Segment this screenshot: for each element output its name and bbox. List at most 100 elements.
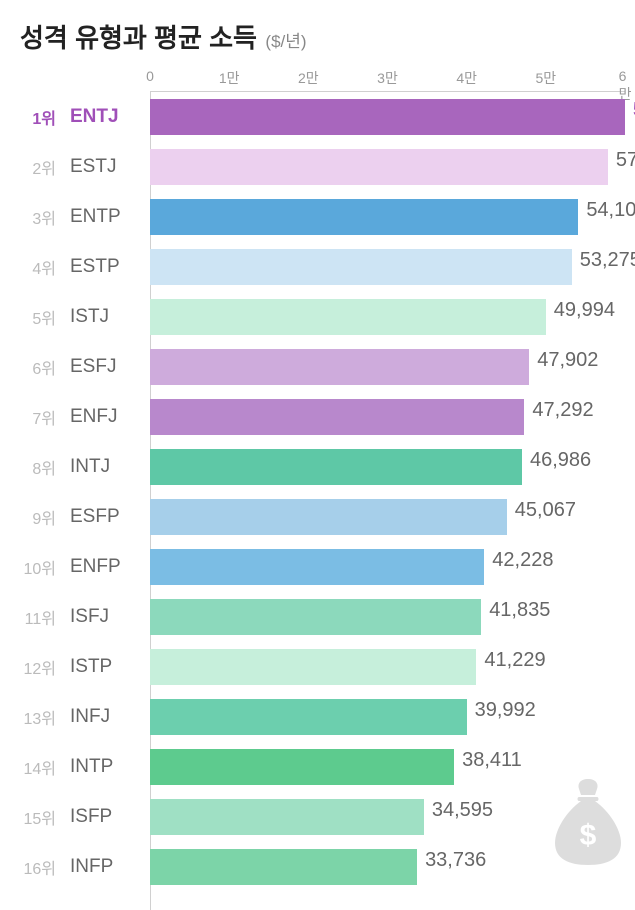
bar: 59,993 [150, 99, 625, 135]
value-label: 54,103 [586, 199, 635, 222]
value-label: 45,067 [515, 499, 576, 522]
bar: 46,986 [150, 449, 522, 485]
bar: 47,902 [150, 349, 529, 385]
bar: 57,831 [150, 149, 608, 185]
chart-row: 14위INTP38,411 [0, 742, 635, 792]
chart-row: 4위ESTP53,275 [0, 242, 635, 292]
rank-label: 13위 [0, 705, 62, 729]
rank-label: 16위 [0, 855, 62, 879]
rank-label: 15위 [0, 805, 62, 829]
rank-label: 14위 [0, 755, 62, 779]
chart-row: 10위ENFP42,228 [0, 542, 635, 592]
type-label: ISTP [62, 656, 150, 678]
axis-tick: 4만 [456, 68, 477, 88]
bar-area: 42,228 [150, 542, 625, 592]
bar: 49,994 [150, 299, 546, 335]
bar-area: 47,292 [150, 392, 625, 442]
type-label: ENFJ [62, 406, 150, 428]
bar: 45,067 [150, 499, 507, 535]
bar-area: 41,229 [150, 642, 625, 692]
value-label: 47,292 [532, 399, 593, 422]
rank-label: 4위 [0, 255, 62, 279]
bar-area: 45,067 [150, 492, 625, 542]
rank-label: 10위 [0, 555, 62, 579]
value-label: 34,595 [432, 799, 493, 822]
money-bag-icon: $ [549, 777, 627, 872]
type-label: ISTJ [62, 306, 150, 328]
bar: 47,292 [150, 399, 524, 435]
type-label: ESTJ [62, 156, 150, 178]
value-label: 47,902 [537, 349, 598, 372]
chart-row: 15위ISFP34,595 [0, 792, 635, 842]
bar: 42,228 [150, 549, 484, 585]
value-label: 39,992 [475, 699, 536, 722]
chart-row: 7위ENFJ47,292 [0, 392, 635, 442]
value-label: 57,831 [616, 149, 635, 172]
chart-row: 6위ESFJ47,902 [0, 342, 635, 392]
value-label: 33,736 [425, 849, 486, 872]
value-label: 53,275 [580, 249, 635, 272]
bar: 39,992 [150, 699, 467, 735]
value-label: 41,229 [484, 649, 545, 672]
bar: 41,229 [150, 649, 476, 685]
type-label: ISFP [62, 806, 150, 828]
type-label: INFJ [62, 706, 150, 728]
type-label: INFP [62, 856, 150, 878]
bar-area: 57,831 [150, 142, 625, 192]
type-label: INTP [62, 756, 150, 778]
type-label: ENTJ [62, 106, 150, 128]
rank-label: 5위 [0, 305, 62, 329]
bar: 54,103 [150, 199, 578, 235]
type-label: ENFP [62, 556, 150, 578]
axis-tick: 2만 [298, 68, 319, 88]
rank-label: 6위 [0, 355, 62, 379]
type-label: ISFJ [62, 606, 150, 628]
chart-title-area: 성격 유형과 평균 소득 ($/년) [0, 0, 635, 55]
axis-tick: 1만 [219, 68, 240, 88]
x-axis: 01만2만3만4만5만6만 [150, 62, 625, 92]
value-label: 42,228 [492, 549, 553, 572]
type-label: ESFJ [62, 356, 150, 378]
chart-row: 8위INTJ46,986 [0, 442, 635, 492]
rank-label: 12위 [0, 655, 62, 679]
rank-label: 9위 [0, 505, 62, 529]
chart-row: 1위ENTJ59,993 [0, 92, 635, 142]
rank-label: 8위 [0, 455, 62, 479]
chart-rows: 1위ENTJ59,9932위ESTJ57,8313위ENTP54,1034위ES… [0, 92, 635, 892]
axis-tick: 3만 [377, 68, 398, 88]
chart-title: 성격 유형과 평균 소득 [20, 23, 257, 53]
rank-label: 3위 [0, 205, 62, 229]
bar-area: 47,902 [150, 342, 625, 392]
bar-area: 46,986 [150, 442, 625, 492]
rank-label: 2위 [0, 155, 62, 179]
bar: 34,595 [150, 799, 424, 835]
rank-label: 7위 [0, 405, 62, 429]
bar: 53,275 [150, 249, 572, 285]
chart-row: 12위ISTP41,229 [0, 642, 635, 692]
type-label: ENTP [62, 206, 150, 228]
bar-area: 59,993 [150, 92, 625, 142]
chart-row: 13위INFJ39,992 [0, 692, 635, 742]
value-label: 38,411 [462, 749, 522, 772]
rank-label: 1위 [0, 105, 62, 129]
chart: 01만2만3만4만5만6만 1위ENTJ59,9932위ESTJ57,8313위… [0, 62, 635, 910]
chart-row: 16위INFP33,736 [0, 842, 635, 892]
bar-area: 54,103 [150, 192, 625, 242]
chart-row: 9위ESFP45,067 [0, 492, 635, 542]
chart-subtitle: ($/년) [265, 32, 306, 51]
chart-row: 11위ISFJ41,835 [0, 592, 635, 642]
axis-tick: 5만 [535, 68, 556, 88]
type-label: INTJ [62, 456, 150, 478]
bar-area: 53,275 [150, 242, 625, 292]
svg-text:$: $ [580, 819, 597, 852]
bar: 38,411 [150, 749, 454, 785]
chart-row: 5위ISTJ49,994 [0, 292, 635, 342]
axis-tick: 0 [146, 68, 154, 84]
bar: 41,835 [150, 599, 481, 635]
type-label: ESTP [62, 256, 150, 278]
chart-row: 2위ESTJ57,831 [0, 142, 635, 192]
bar-area: 41,835 [150, 592, 625, 642]
type-label: ESFP [62, 506, 150, 528]
bar: 33,736 [150, 849, 417, 885]
bar-area: 49,994 [150, 292, 625, 342]
